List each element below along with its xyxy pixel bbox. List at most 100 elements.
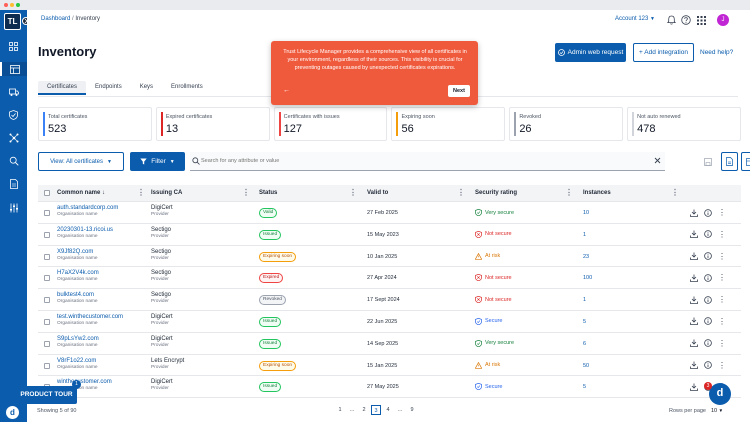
info-icon[interactable] — [704, 208, 712, 217]
instances-link[interactable]: 100 — [583, 275, 593, 282]
more-options-icon[interactable]: ⋮ — [718, 295, 726, 305]
table-row[interactable]: X9Jf82Q.com Organisation name Sectigo Pr… — [38, 246, 741, 268]
stat-expired-certificates[interactable]: Expired certificates 13 — [155, 107, 270, 141]
stat-not-auto-renewed[interactable]: Not auto renewed 478 — [627, 107, 741, 141]
stat-expiring-soon[interactable]: Expiring soon 56 — [391, 107, 506, 141]
instances-link[interactable]: 10 — [583, 210, 590, 216]
more-options-icon[interactable]: ⋮ — [718, 360, 726, 370]
clear-search-icon[interactable] — [654, 157, 661, 164]
table-row[interactable]: H7aX2V4k.com Organisation name Sectigo P… — [38, 267, 741, 290]
info-icon[interactable] — [704, 252, 712, 260]
breadcrumb-dashboard[interactable]: Dashboard — [41, 16, 71, 22]
search-input[interactable] — [201, 155, 641, 167]
instances-link[interactable]: 50 — [583, 362, 590, 369]
table-row[interactable]: bulktest4.com Organisation name Sectigo … — [38, 289, 741, 311]
tab-enrollments[interactable]: Enrollments — [171, 84, 203, 90]
certificate-name-link[interactable]: X9Jf82Q.com — [57, 248, 94, 255]
table-row[interactable]: 20230301-13.ricoi.us Organisation name S… — [38, 224, 741, 246]
need-help-link[interactable]: Need help? — [700, 49, 734, 56]
filter-button[interactable]: Filter ▼ — [130, 152, 185, 171]
header-security-rating[interactable]: Security rating — [475, 190, 518, 196]
table-row[interactable]: test.winthecustomer.com Organisation nam… — [38, 311, 741, 333]
info-icon[interactable] — [704, 361, 712, 369]
download-icon[interactable] — [690, 361, 698, 369]
certificate-name-link[interactable]: 20230301-13.ricoi.us — [57, 226, 114, 233]
column-menu-icon[interactable]: ⋮ — [457, 188, 465, 197]
row-checkbox[interactable] — [44, 210, 50, 216]
minimize-window-dot[interactable] — [10, 3, 14, 7]
rail-item-inventory[interactable] — [0, 62, 27, 76]
instances-link[interactable]: 1 — [583, 231, 587, 238]
tab-certificates[interactable]: Certificates — [38, 81, 87, 95]
column-menu-icon[interactable]: ⋮ — [349, 188, 357, 197]
row-checkbox[interactable] — [44, 231, 50, 238]
download-icon[interactable] — [690, 383, 698, 391]
notifications-button[interactable] — [665, 14, 677, 26]
page-button[interactable]: 2 — [362, 407, 366, 413]
instances-link[interactable]: 5 — [583, 384, 587, 391]
help-button[interactable] — [680, 14, 692, 26]
download-icon[interactable] — [690, 317, 698, 326]
row-checkbox[interactable] — [44, 318, 50, 325]
close-window-dot[interactable] — [4, 3, 8, 7]
admin-web-request-button[interactable]: Admin web request — [555, 43, 626, 62]
column-menu-icon[interactable]: ⋮ — [565, 188, 573, 197]
page-button[interactable]: 1 — [338, 407, 342, 413]
download-icon[interactable] — [690, 296, 698, 304]
rows-per-page-select[interactable]: 10 ▼ — [711, 408, 723, 414]
column-menu-icon[interactable]: ⋮ — [242, 188, 250, 197]
certificate-name-link[interactable]: V8rF1o22.com — [57, 357, 97, 364]
view-selector[interactable]: View: All certificates ▼ — [38, 152, 124, 171]
more-options-icon[interactable]: ⋮ — [718, 316, 726, 326]
certificate-name-link[interactable]: auth.standardcorp.com — [57, 205, 119, 211]
certificate-name-link[interactable]: winthecustomer.com — [57, 379, 112, 386]
table-row[interactable]: S9pLsYw2.com Organisation name DigiCert … — [38, 333, 741, 355]
table-row[interactable]: V8rF1o22.com Organisation name Lets Encr… — [38, 355, 741, 377]
info-icon[interactable] — [704, 230, 712, 239]
more-options-icon[interactable]: ⋮ — [718, 229, 726, 239]
header-status[interactable]: Status — [259, 190, 278, 196]
info-icon[interactable] — [704, 274, 712, 282]
row-checkbox[interactable] — [44, 297, 50, 304]
download-icon[interactable] — [690, 209, 698, 217]
tooltip-next-button[interactable]: Next — [448, 85, 470, 97]
product-tour-button[interactable]: PRODUCT TOUR — [16, 386, 77, 404]
table-row[interactable]: auth.standardcorp.com Organisation name … — [38, 202, 741, 224]
apps-button[interactable] — [695, 14, 707, 26]
header-common-name[interactable]: Common name ↓ — [57, 185, 105, 202]
certificate-name-link[interactable]: S9pLsYw2.com — [57, 335, 99, 342]
row-checkbox[interactable] — [44, 253, 50, 260]
header-valid-to[interactable]: Valid to — [367, 190, 389, 196]
tab-keys[interactable]: Keys — [139, 84, 154, 90]
row-checkbox[interactable] — [44, 340, 50, 347]
info-icon[interactable] — [704, 317, 712, 326]
download-icon[interactable] — [690, 252, 698, 260]
table-row[interactable]: winthecustomer.com Organisation name Dig… — [38, 376, 741, 399]
page-button[interactable]: 4 — [386, 407, 390, 413]
more-options-icon[interactable]: ⋮ — [718, 251, 726, 261]
header-instances[interactable]: Instances — [583, 190, 611, 196]
instances-link[interactable]: 5 — [583, 318, 587, 325]
rail-item-reports[interactable] — [7, 177, 20, 190]
stat-certificates-with-issues[interactable]: Certificates with issues 127 — [273, 107, 388, 141]
rail-item-dashboard[interactable] — [7, 40, 20, 53]
columns-button[interactable] — [741, 152, 750, 171]
rail-item-network[interactable] — [7, 131, 20, 144]
row-checkbox[interactable] — [44, 275, 50, 282]
chat-launcher-button[interactable]: d — [709, 383, 731, 405]
app-logo[interactable]: TL — [4, 13, 21, 30]
tab-endpoints[interactable]: Endpoints — [95, 84, 122, 90]
certificate-name-link[interactable]: bulktest4.com — [57, 292, 95, 299]
certificate-name-link[interactable]: test.winthecustomer.com — [57, 313, 124, 320]
stat-total-certificates[interactable]: Total certificates 523 — [38, 107, 152, 141]
download-icon[interactable] — [690, 274, 698, 282]
more-options-icon[interactable]: ⋮ — [718, 273, 726, 283]
row-checkbox[interactable] — [44, 362, 50, 369]
stat-revoked[interactable]: Revoked 26 — [509, 107, 624, 141]
more-options-icon[interactable]: ⋮ — [718, 338, 726, 348]
select-all-checkbox[interactable] — [44, 190, 50, 196]
info-icon[interactable] — [704, 339, 712, 348]
account-switcher[interactable]: Account 123 ▼ — [615, 16, 655, 22]
rail-item-delivery[interactable] — [7, 86, 20, 99]
instances-link[interactable]: 23 — [583, 253, 590, 260]
